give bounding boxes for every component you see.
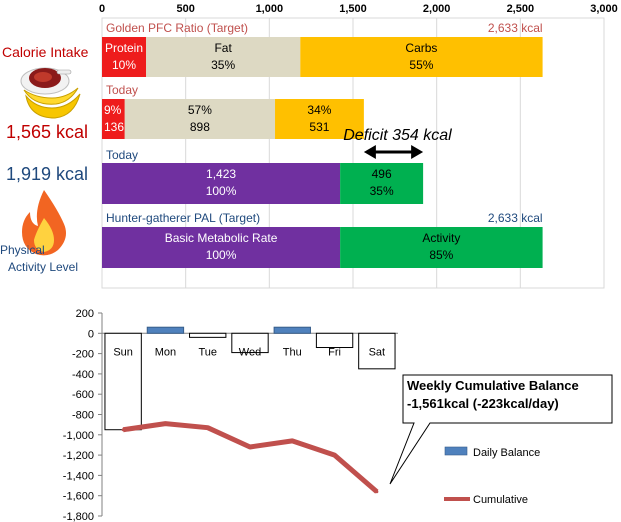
- x-category-label: Fri: [328, 346, 341, 358]
- segment-label: Carbs: [405, 41, 437, 55]
- intake-value: 1,565 kcal: [6, 122, 88, 142]
- y-tick-label: 200: [76, 308, 94, 320]
- x-category-label: Thu: [283, 346, 302, 358]
- legend-cumulative-label: Cumulative: [473, 494, 528, 506]
- physical-label: Physical: [0, 243, 45, 257]
- bar-segment-fat: [146, 37, 301, 77]
- segment-value-label: 136: [104, 120, 124, 134]
- daily-bar-tue: [189, 332, 227, 338]
- cumulative-point: [163, 422, 167, 426]
- x-tick-label: 2,500: [507, 3, 535, 15]
- daily-bar-sat: [358, 332, 396, 370]
- segment-label: Activity: [422, 231, 460, 245]
- y-tick-label: -1,000: [63, 430, 94, 442]
- x-tick-label: 1,500: [339, 3, 367, 15]
- x-tick-label: 1,000: [256, 3, 284, 15]
- deficit-label: Deficit 354 kcal: [343, 127, 452, 144]
- flame-icon: [22, 190, 66, 256]
- legend-daily-swatch: [444, 446, 468, 456]
- bar-segment-carbs: [275, 99, 364, 139]
- bar-segment-activity: [340, 163, 424, 204]
- meat-plate-icon: [20, 67, 72, 95]
- y-tick-label: -400: [72, 369, 94, 381]
- cumulative-point: [206, 426, 210, 430]
- segment-value-label: 898: [190, 120, 210, 134]
- row-title: Today: [106, 148, 138, 162]
- segment-value-label: 55%: [409, 58, 433, 72]
- row-total-label: 2,633 kcal: [488, 21, 543, 35]
- bar-segment-protein: [102, 99, 125, 139]
- x-category-label: Sat: [369, 346, 386, 358]
- segment-label: Fat: [214, 41, 232, 55]
- bar-segment-fat: [124, 99, 276, 139]
- bar-segment-bmr: [102, 227, 341, 268]
- daily-bar-fri: [315, 332, 354, 349]
- x-category-label: Tue: [198, 346, 217, 358]
- cumulative-line: [122, 421, 379, 494]
- segment-value-label: 35%: [211, 58, 235, 72]
- cumulative-callout: Weekly Cumulative Balance -1,561kcal (-2…: [389, 374, 613, 485]
- row-title: Golden PFC Ratio (Target): [106, 21, 248, 35]
- cumulative-point: [333, 453, 337, 457]
- segment-value-label: 100%: [206, 184, 237, 198]
- segment-label: 34%: [307, 103, 331, 117]
- banana-icon: [23, 87, 81, 119]
- row-title: Hunter-gatherer PAL (Target): [106, 211, 260, 225]
- x-category-label: Wed: [239, 346, 261, 358]
- activity-level-label: Activity Level: [8, 260, 78, 274]
- y-tick-label: 0: [88, 328, 94, 340]
- segment-label: Protein: [105, 41, 143, 55]
- x-tick-label: 500: [176, 3, 194, 15]
- daily-bar-thu: [273, 326, 311, 334]
- row-total-label: 2,633 kcal: [488, 211, 543, 225]
- segment-value-label: 35%: [370, 184, 394, 198]
- y-tick-label: -200: [72, 349, 94, 361]
- x-category-label: Sun: [113, 346, 133, 358]
- x-tick-label: 0: [99, 3, 105, 15]
- segment-value-label: 100%: [206, 248, 237, 262]
- y-tick-label: -1,600: [63, 491, 94, 503]
- callout-line2: -1,561kcal (-223kcal/day): [407, 396, 559, 411]
- segment-label: 496: [372, 167, 392, 181]
- segment-label: 9%: [104, 103, 122, 117]
- y-tick-label: -1,800: [63, 511, 94, 522]
- calorie-intake-label: Calorie Intake: [2, 44, 89, 60]
- daily-bar-wed: [231, 332, 269, 354]
- cumulative-point: [290, 439, 294, 443]
- bar-segment-protein: [102, 37, 147, 77]
- expenditure-value: 1,919 kcal: [6, 164, 88, 184]
- segment-value-label: 10%: [112, 58, 136, 72]
- x-tick-label: 3,000: [590, 3, 618, 15]
- bar-segment-activity: [340, 227, 543, 268]
- pfc-balance-chart: 0 500 1,000 1,500 2,000 2,500 3,000 Golden PFC …: [99, 3, 618, 289]
- x-category-label: Mon: [155, 346, 176, 358]
- weekly-balance-chart: 200 0 -200 -400 -600 -800 -1,000 -1,200 -1,400 -1…: [63, 308, 398, 522]
- y-tick-label: -600: [72, 389, 94, 401]
- segment-label: 57%: [188, 103, 212, 117]
- segment-value-label: 85%: [429, 248, 453, 262]
- daily-bar-mon: [146, 326, 185, 334]
- segment-label: 1,423: [206, 167, 236, 181]
- y-tick-label: -800: [72, 410, 94, 422]
- y-tick-label: -1,400: [63, 470, 94, 482]
- segment-value-label: 531: [309, 120, 329, 134]
- legend-daily-label: Daily Balance: [473, 447, 540, 459]
- deficit-arrow-head-right: [411, 145, 424, 159]
- cumulative-point: [248, 445, 252, 449]
- callout-line1: Weekly Cumulative Balance: [407, 378, 579, 393]
- bar-segment-carbs: [300, 37, 543, 77]
- row-title: Today: [106, 83, 138, 97]
- daily-bar-sun: [104, 332, 142, 431]
- deficit-arrow-head-left: [363, 145, 376, 159]
- segment-label: Basic Metabolic Rate: [165, 231, 278, 245]
- bar-segment-bmr: [102, 163, 341, 204]
- cumulative-point: [375, 490, 379, 494]
- chart-legend: Daily Balance Cumulative: [444, 446, 540, 506]
- x-tick-label: 2,000: [423, 3, 451, 15]
- y-tick-label: -1,200: [63, 450, 94, 462]
- cumulative-point: [121, 428, 125, 432]
